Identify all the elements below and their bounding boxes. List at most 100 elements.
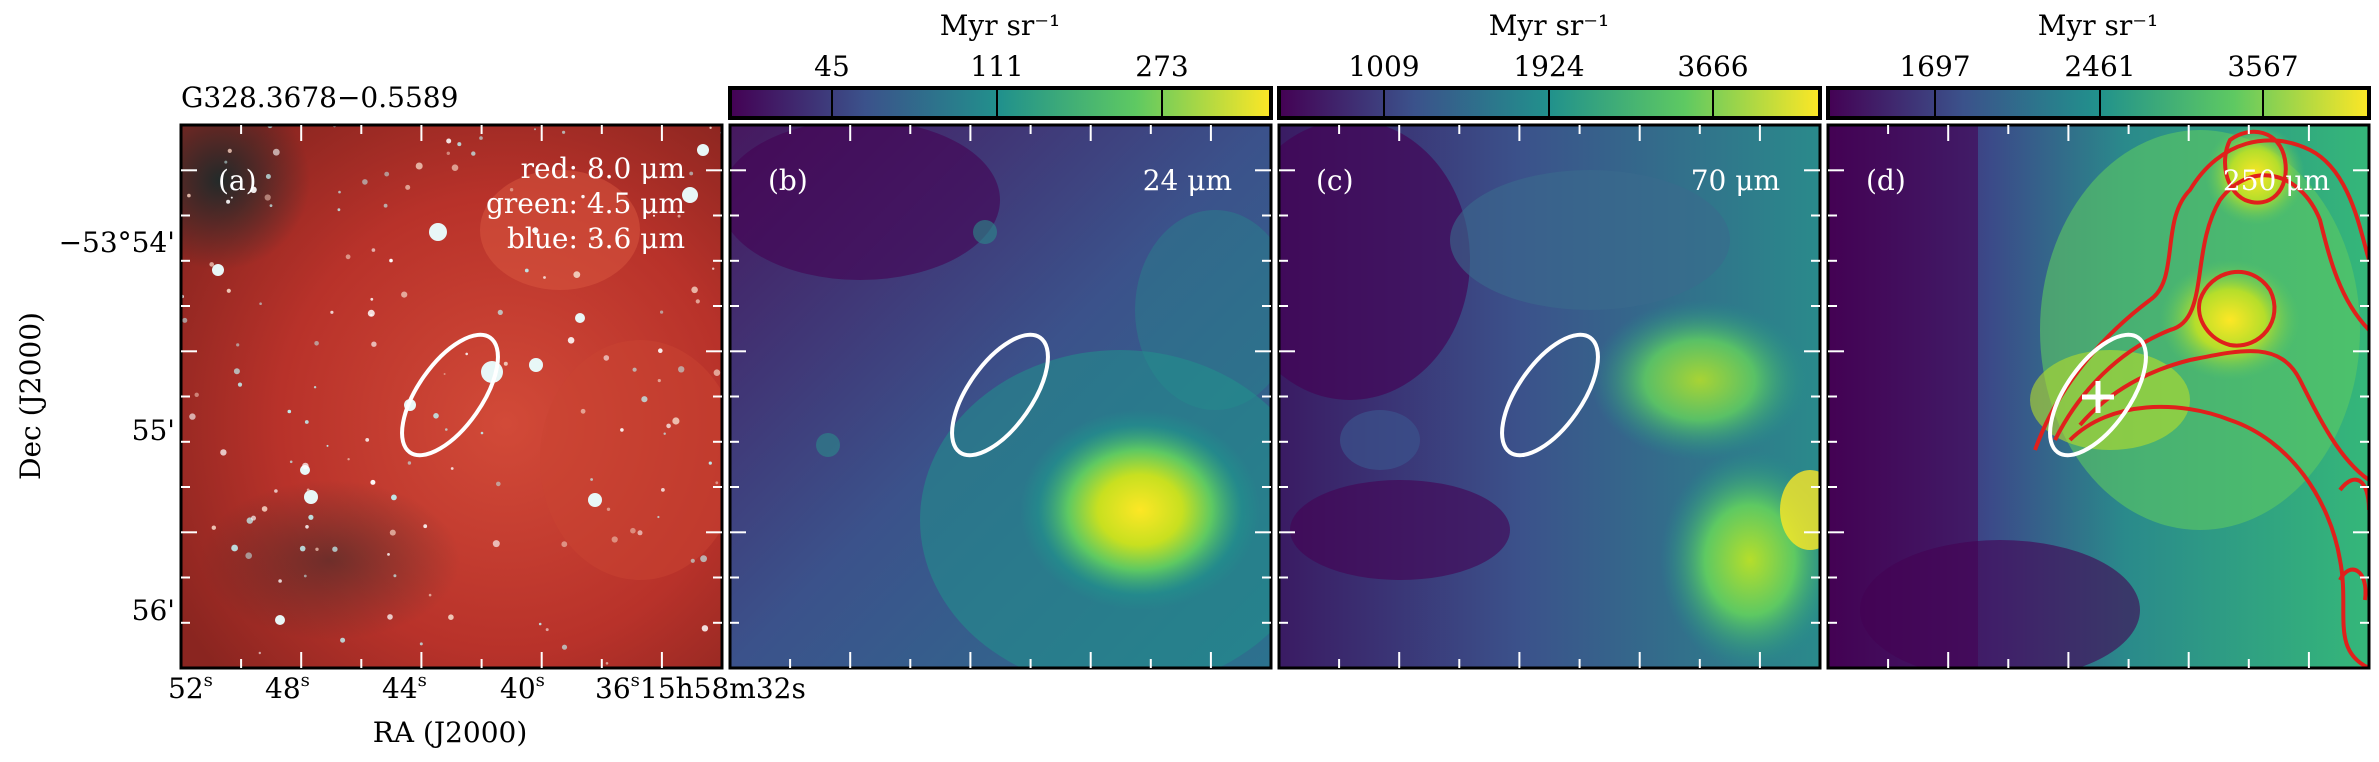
star bbox=[401, 291, 408, 298]
star bbox=[272, 148, 280, 156]
colorbar-b: Myr sr⁻¹ 45 111 273 bbox=[728, 9, 1273, 120]
star bbox=[637, 530, 643, 536]
star bbox=[387, 614, 393, 620]
star bbox=[371, 341, 377, 347]
star bbox=[450, 467, 454, 470]
star bbox=[269, 204, 273, 208]
star bbox=[465, 352, 469, 356]
legend-blue: blue: 3.6 μm bbox=[507, 222, 685, 255]
star bbox=[446, 151, 450, 155]
star bbox=[573, 271, 581, 278]
star bbox=[590, 236, 595, 241]
panel-d: (d) 250 μm bbox=[1826, 123, 2371, 670]
star bbox=[682, 187, 698, 203]
star bbox=[405, 184, 411, 190]
star bbox=[304, 420, 309, 424]
star bbox=[237, 382, 243, 387]
star bbox=[605, 662, 609, 665]
star bbox=[287, 409, 292, 414]
panel-a-label: (a) bbox=[218, 164, 257, 197]
star bbox=[524, 268, 529, 273]
star bbox=[529, 358, 543, 372]
star bbox=[632, 367, 637, 372]
x-tick-36: 36s bbox=[595, 670, 640, 705]
star bbox=[672, 417, 680, 425]
star bbox=[433, 413, 439, 419]
star bbox=[314, 341, 319, 346]
star bbox=[457, 142, 462, 147]
panel-b: (b) 24 μm bbox=[728, 123, 1273, 670]
star bbox=[340, 637, 346, 643]
star bbox=[697, 144, 709, 156]
x-tick-15h58m32s: 15h58m32s bbox=[640, 672, 806, 705]
x-tick-52: 52s bbox=[168, 670, 213, 705]
star bbox=[492, 540, 500, 548]
star bbox=[230, 196, 233, 199]
colorbar-d-tick-2: 2461 bbox=[2064, 50, 2135, 83]
panel-c-label: (c) bbox=[1316, 164, 1354, 197]
star bbox=[362, 179, 368, 185]
star bbox=[393, 574, 397, 578]
panel-c-band: 70 μm bbox=[1691, 164, 1780, 197]
x-tick-48: 48s bbox=[265, 670, 310, 705]
star bbox=[261, 506, 268, 512]
star bbox=[387, 553, 390, 556]
star bbox=[226, 288, 231, 293]
star bbox=[259, 302, 262, 306]
star bbox=[590, 478, 593, 481]
star bbox=[384, 171, 390, 177]
star bbox=[305, 525, 309, 529]
colorbar-b-tick-2: 111 bbox=[970, 50, 1023, 83]
star bbox=[663, 432, 666, 435]
star bbox=[660, 310, 664, 314]
star bbox=[337, 208, 341, 212]
star bbox=[543, 276, 546, 279]
star bbox=[370, 479, 376, 485]
star bbox=[313, 386, 317, 389]
star bbox=[345, 254, 351, 260]
star bbox=[212, 264, 224, 276]
colorbar-c-tick-1: 1009 bbox=[1348, 50, 1419, 83]
colorbar-d-tick-3: 3567 bbox=[2227, 50, 2298, 83]
legend-green: green: 4.5 μm bbox=[486, 187, 685, 220]
panel-ticks bbox=[181, 125, 2369, 668]
star bbox=[678, 366, 685, 373]
contours bbox=[2033, 129, 2369, 668]
star bbox=[575, 313, 585, 323]
star bbox=[182, 317, 188, 323]
star bbox=[606, 507, 611, 511]
peak-marker bbox=[2082, 381, 2114, 413]
star bbox=[304, 490, 318, 504]
star bbox=[258, 651, 261, 655]
beam-ellipse-b bbox=[950, 332, 1050, 458]
star bbox=[194, 392, 199, 397]
star bbox=[653, 214, 655, 217]
star bbox=[187, 193, 191, 198]
panel-a: (a) red: 8.0 μm green: 4.5 μm blue: 3.6 … bbox=[179, 123, 724, 670]
star bbox=[415, 162, 423, 170]
star bbox=[451, 164, 459, 171]
x-tick-44: 44s bbox=[382, 670, 427, 705]
star bbox=[189, 413, 196, 420]
star bbox=[224, 160, 228, 164]
star bbox=[532, 227, 539, 234]
star bbox=[407, 461, 412, 465]
star bbox=[429, 223, 447, 241]
star bbox=[538, 622, 542, 626]
star bbox=[226, 199, 231, 204]
star bbox=[658, 348, 663, 354]
star bbox=[561, 644, 568, 650]
y-tick-55: 55' bbox=[132, 414, 175, 447]
star bbox=[264, 194, 271, 201]
y-tick-54: −53°54' bbox=[59, 226, 175, 259]
colorbar-d-unit: Myr sr⁻¹ bbox=[2038, 9, 2159, 42]
colorbar-b-unit: Myr sr⁻¹ bbox=[940, 9, 1061, 42]
star bbox=[209, 262, 214, 267]
star bbox=[227, 148, 232, 153]
star bbox=[567, 337, 575, 344]
star bbox=[371, 248, 376, 252]
beam-ellipse-d bbox=[2048, 332, 2148, 458]
star bbox=[367, 309, 375, 317]
star bbox=[245, 552, 252, 559]
